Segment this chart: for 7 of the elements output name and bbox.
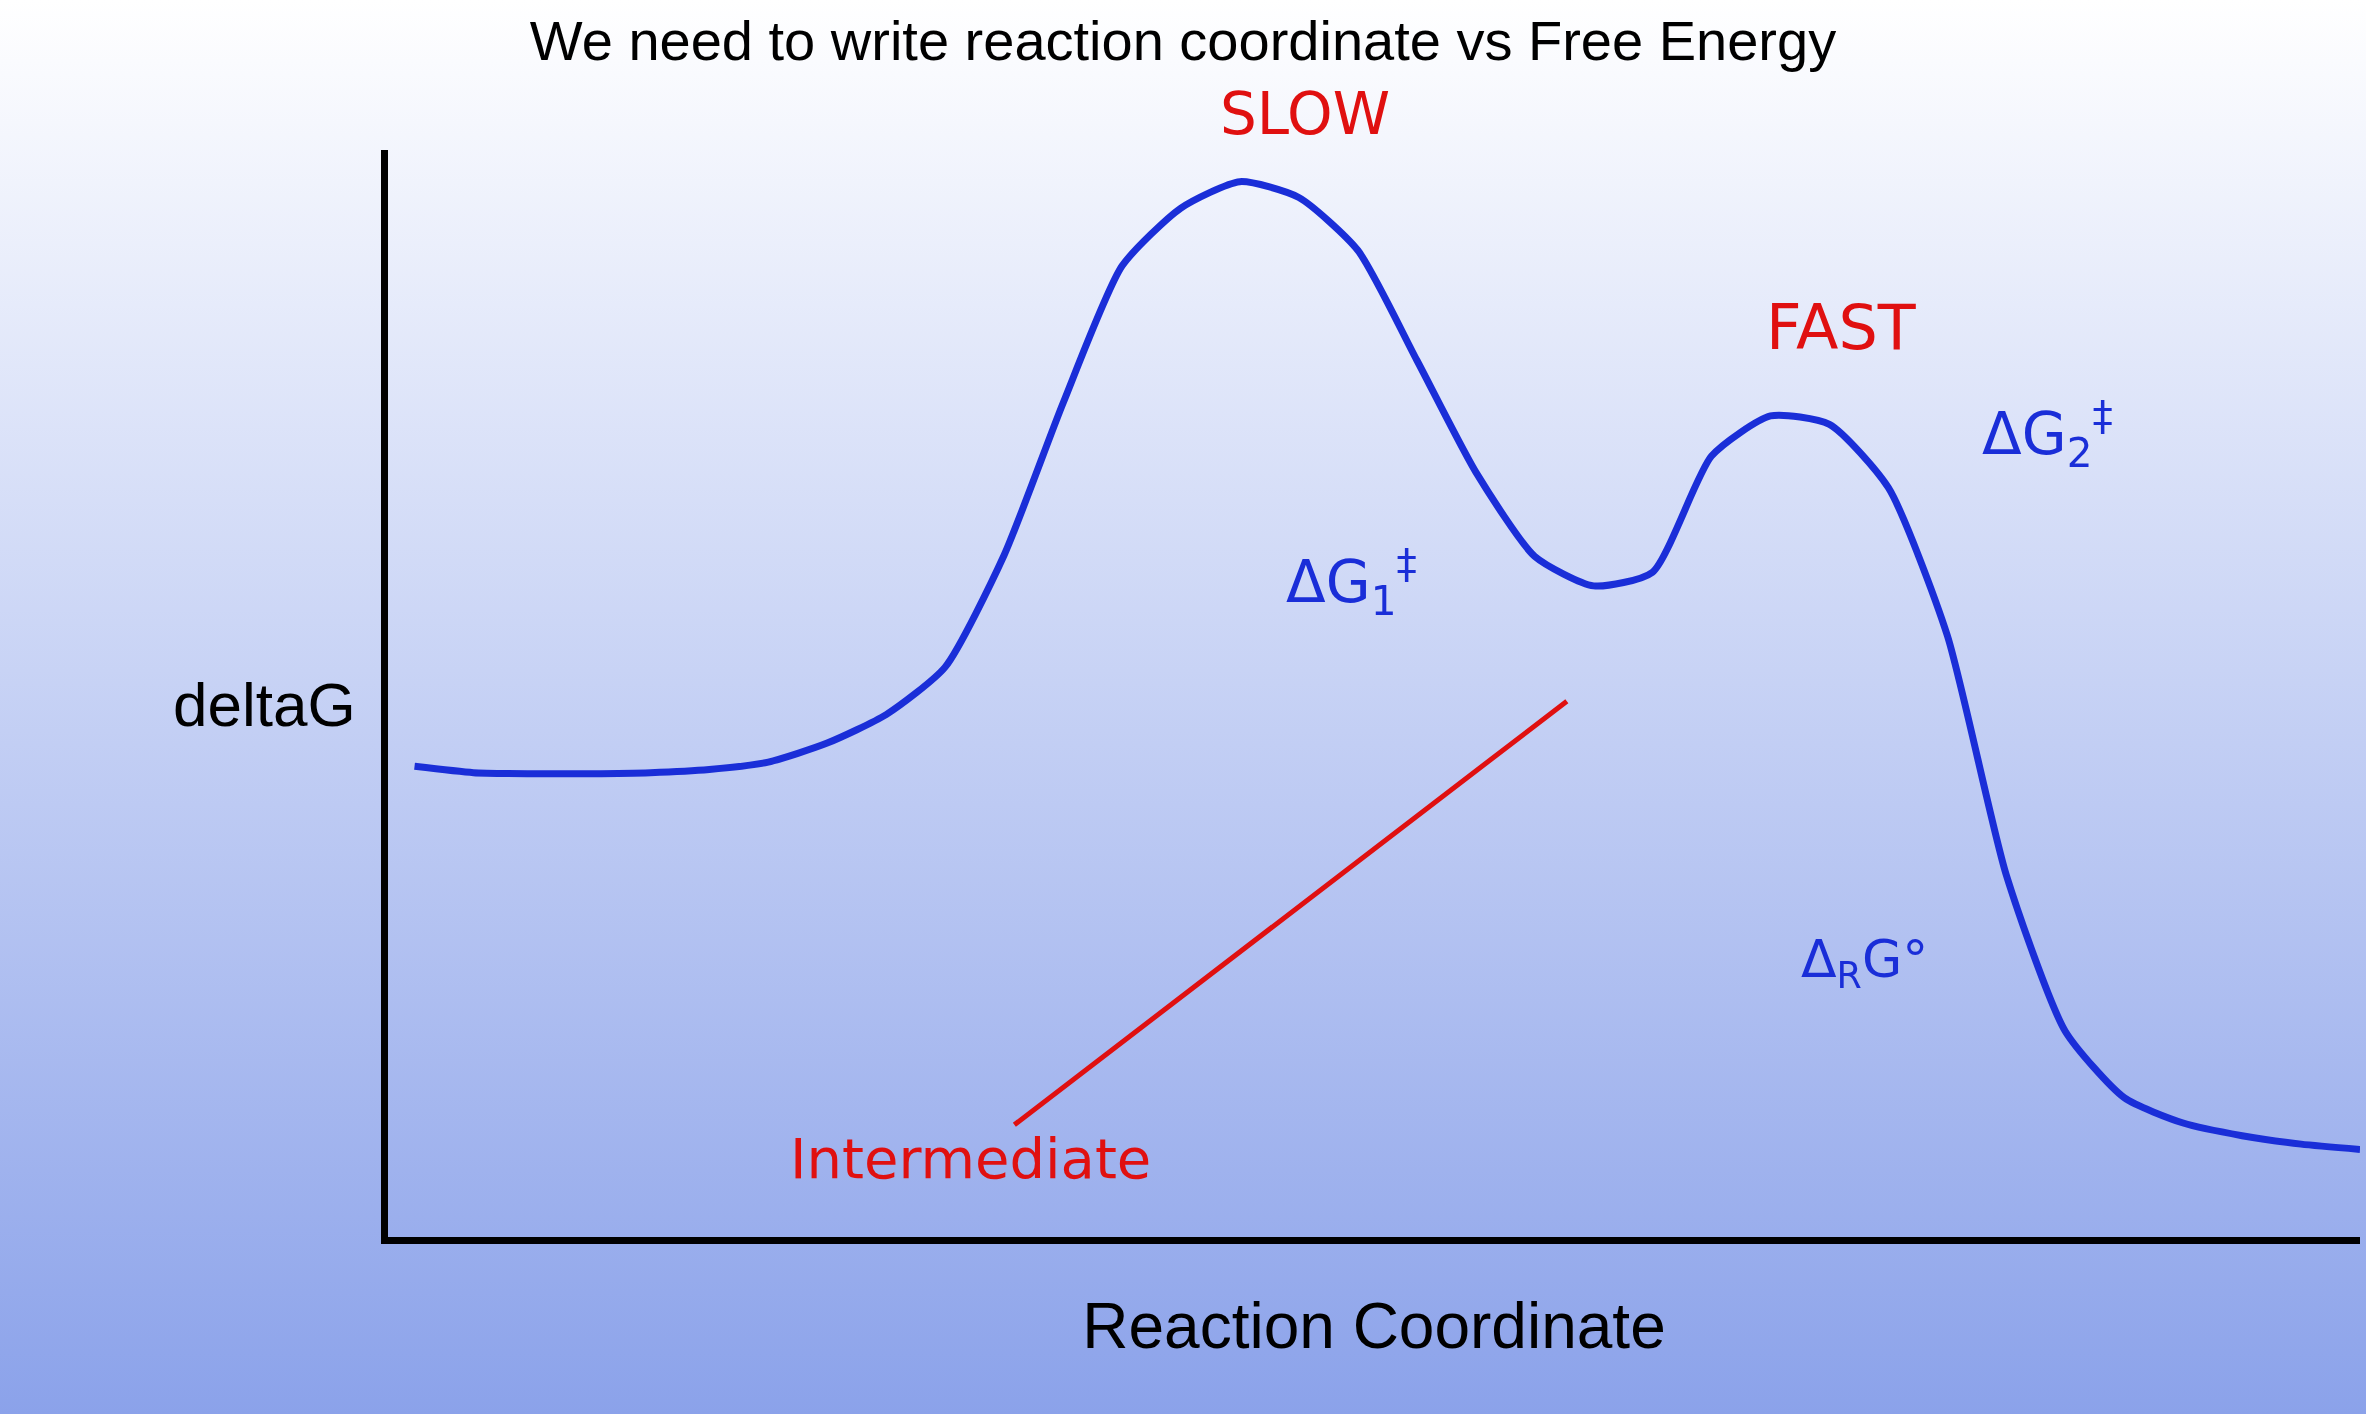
annotation: Intermediate	[790, 1126, 1152, 1191]
annotation: Δ$_{R}$G°	[1801, 929, 1929, 997]
annotation: FAST	[1766, 291, 1917, 364]
text: SLOW	[1220, 80, 1391, 148]
x-axis-title: Reaction Coordinate	[1082, 1289, 1666, 1362]
chart-title: We need to write reaction coordinate vs Free Energy	[529, 9, 1837, 73]
y-axis-title: deltaG	[173, 670, 356, 739]
